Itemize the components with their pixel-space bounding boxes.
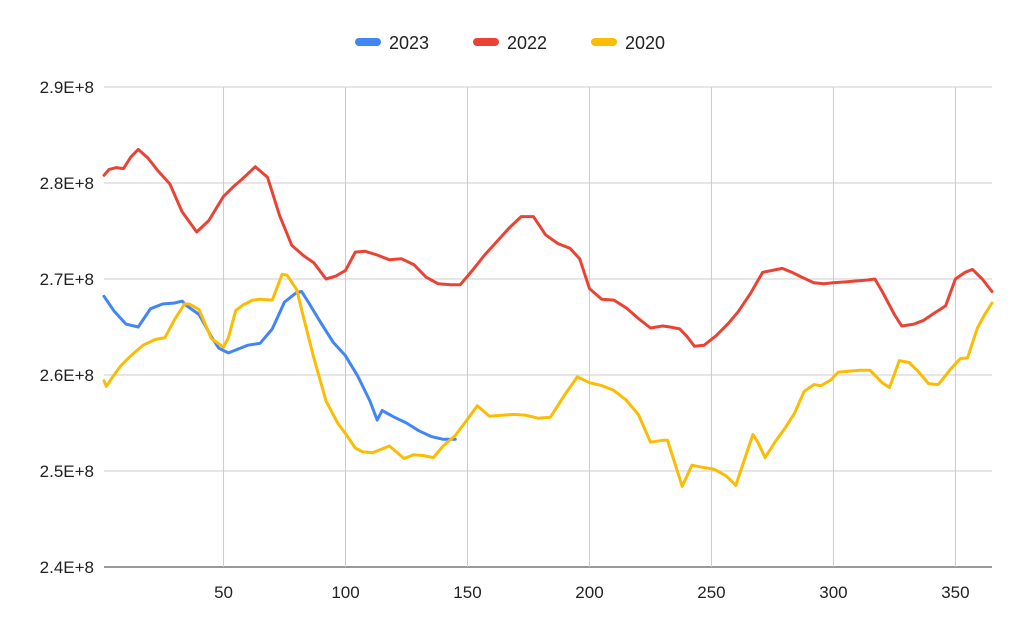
legend-label: 2020	[625, 33, 665, 53]
legend-item-2023[interactable]: 2023	[355, 33, 429, 53]
y-tick-label: 2.8E+8	[40, 174, 94, 193]
chart-legend: 2023 2022 2020	[355, 33, 665, 53]
legend-item-2022[interactable]: 2022	[473, 33, 547, 53]
y-tick-label: 2.4E+8	[40, 558, 94, 577]
x-tick-label: 350	[941, 583, 969, 602]
legend-label: 2022	[507, 33, 547, 53]
y-tick-label: 2.6E+8	[40, 366, 94, 385]
legend-swatch	[473, 38, 499, 46]
y-tick-label: 2.9E+8	[40, 78, 94, 97]
y-tick-label: 2.7E+8	[40, 270, 94, 289]
x-tick-label: 300	[819, 583, 847, 602]
x-tick-label: 250	[697, 583, 725, 602]
x-tick-label: 100	[331, 583, 359, 602]
chart-grid	[104, 86, 992, 568]
x-tick-label: 150	[453, 583, 481, 602]
x-axis-labels: 50 100 150 200 250 300 350	[214, 583, 970, 602]
legend-swatch	[591, 38, 617, 46]
series-line-2020	[102, 272, 994, 488]
x-tick-label: 50	[214, 583, 233, 602]
legend-label: 2023	[389, 33, 429, 53]
legend-swatch	[355, 38, 381, 46]
x-tick-label: 200	[575, 583, 603, 602]
chart-series	[102, 147, 994, 488]
legend-item-2020[interactable]: 2020	[591, 33, 665, 53]
series-line-2022	[102, 147, 994, 348]
series-line-2023	[102, 290, 457, 441]
y-tick-label: 2.5E+8	[40, 462, 94, 481]
y-axis-labels: 2.4E+8 2.5E+8 2.6E+8 2.7E+8 2.8E+8 2.9E+8	[40, 78, 94, 577]
